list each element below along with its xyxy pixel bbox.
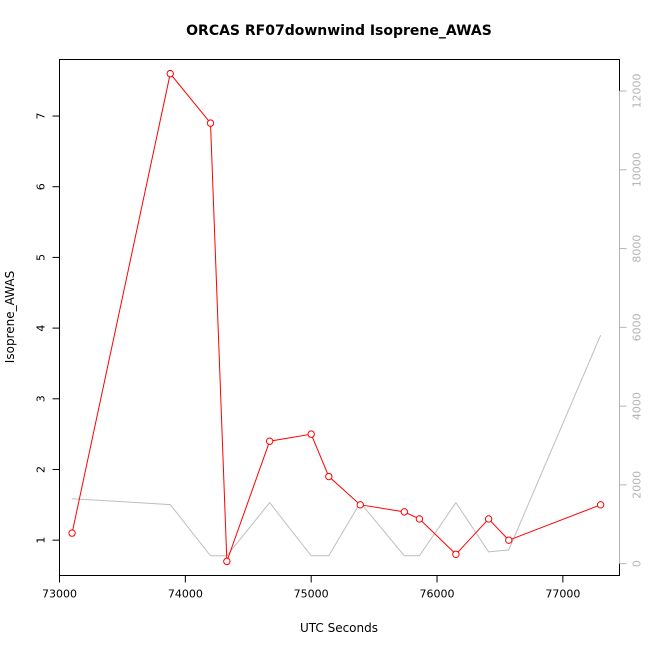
y2-tick-label: 8000: [631, 235, 644, 263]
y-axis-label: Isoprene_AWAS: [3, 271, 17, 363]
x-tick-label: 74000: [168, 588, 203, 601]
data-point: [484, 515, 493, 523]
y-tick-label: 2: [35, 466, 48, 473]
data-point: [325, 472, 333, 481]
x-tick-label: 73000: [42, 588, 77, 601]
y2-tick-label: 2000: [631, 471, 644, 499]
data-point: [400, 508, 409, 516]
data-point: [415, 515, 424, 523]
y-tick-label: 5: [35, 254, 48, 261]
y-tick-label: 4: [35, 325, 48, 332]
x-axis-label: UTC Seconds: [300, 621, 378, 635]
plot-area: [59, 59, 620, 576]
data-point: [307, 430, 315, 438]
y2-tick-label: 0: [631, 560, 644, 567]
y-tick-label: 7: [35, 113, 48, 120]
secondary-y-axis: 0 2000 4000 6000 8000 10000 12000: [619, 74, 644, 567]
chart-title: ORCAS RF07downwind Isoprene_AWAS: [186, 23, 492, 39]
y-tick-label: 3: [35, 395, 48, 402]
data-point: [596, 501, 605, 509]
x-tick-label: 75000: [294, 588, 329, 601]
x-axis: 73000 74000 75000 76000 77000: [42, 575, 580, 601]
y2-tick-label: 4000: [631, 392, 644, 420]
data-point: [265, 437, 274, 445]
data-point: [68, 529, 76, 537]
y2-tick-label: 10000: [631, 152, 644, 187]
secondary-series-line: [72, 335, 602, 557]
data-point: [356, 501, 364, 509]
x-tick-label: 76000: [420, 588, 455, 601]
data-point: [223, 557, 231, 566]
data-point: [206, 119, 215, 127]
y-tick-label: 1: [35, 537, 48, 544]
y2-tick-label: 6000: [631, 313, 644, 341]
data-point: [505, 536, 513, 544]
y-axis: 1 2 3 4 5 6 7: [35, 113, 60, 544]
y2-tick-label: 12000: [631, 74, 644, 109]
data-point: [452, 550, 460, 558]
isoprene-series-line: [71, 72, 601, 562]
x-tick-label: 77000: [545, 588, 580, 601]
data-point: [166, 69, 174, 78]
y-tick-label: 6: [35, 183, 48, 190]
series-layer: [68, 69, 605, 566]
